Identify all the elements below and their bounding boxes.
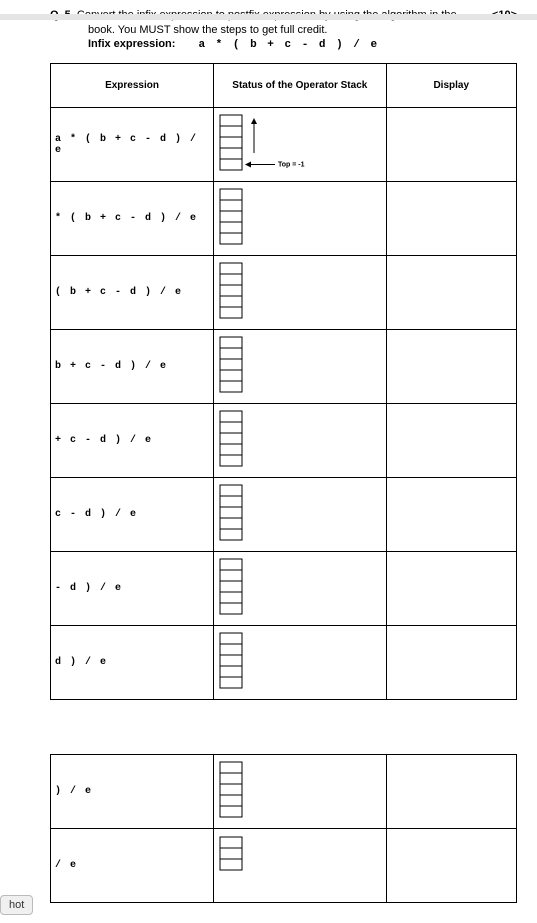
trace-table-top: Expression Status of the Operator Stack … xyxy=(50,63,517,700)
svg-text:Top = -1: Top = -1 xyxy=(278,162,305,169)
stack-cell xyxy=(214,404,386,478)
display-cell xyxy=(386,755,517,829)
expression-cell: * ( b + c - d ) / e xyxy=(51,182,214,256)
stack-diagram xyxy=(218,835,258,898)
table-row: - d ) / e xyxy=(51,552,517,626)
infix-line: Infix expression: a * ( b + c - d ) / e xyxy=(88,38,517,51)
stack-diagram: Top = -1 xyxy=(218,113,358,176)
table-row: ) / e xyxy=(51,755,517,829)
infix-label: Infix expression: xyxy=(88,38,175,50)
expression-cell: c - d ) / e xyxy=(51,478,214,552)
question-line2: book. You MUST show the steps to get ful… xyxy=(88,24,517,36)
display-cell xyxy=(386,330,517,404)
header-display: Display xyxy=(386,64,517,108)
table-row: d ) / e xyxy=(51,626,517,700)
stack-cell xyxy=(214,829,386,903)
expression-cell: / e xyxy=(51,829,214,903)
display-cell xyxy=(386,478,517,552)
stack-diagram xyxy=(218,557,258,620)
display-cell xyxy=(386,626,517,700)
stack-cell xyxy=(214,552,386,626)
display-cell xyxy=(386,108,517,182)
display-cell xyxy=(386,404,517,478)
expression-cell: + c - d ) / e xyxy=(51,404,214,478)
display-cell xyxy=(386,256,517,330)
stack-cell xyxy=(214,256,386,330)
stack-diagram xyxy=(218,335,258,398)
expression-cell: - d ) / e xyxy=(51,552,214,626)
table-row: / e xyxy=(51,829,517,903)
grey-bar xyxy=(0,14,537,20)
stack-diagram xyxy=(218,631,258,694)
trace-table-bottom: ) / e/ e xyxy=(50,754,517,903)
stack-cell: Top = -1 xyxy=(214,108,386,182)
header-expression: Expression xyxy=(51,64,214,108)
table-row: b + c - d ) / e xyxy=(51,330,517,404)
expression-cell: d ) / e xyxy=(51,626,214,700)
display-cell xyxy=(386,182,517,256)
stack-cell xyxy=(214,478,386,552)
stack-cell xyxy=(214,182,386,256)
table-row: ( b + c - d ) / e xyxy=(51,256,517,330)
stack-cell xyxy=(214,330,386,404)
stack-cell xyxy=(214,755,386,829)
stack-cell xyxy=(214,626,386,700)
table-row: * ( b + c - d ) / e xyxy=(51,182,517,256)
expression-cell: ) / e xyxy=(51,755,214,829)
stack-diagram xyxy=(218,409,258,472)
display-cell xyxy=(386,552,517,626)
stack-diagram xyxy=(218,760,258,823)
table-row: + c - d ) / e xyxy=(51,404,517,478)
infix-expr: a * ( b + c - d ) / e xyxy=(198,39,379,51)
expression-cell: a * ( b + c - d ) / e xyxy=(51,108,214,182)
expression-cell: ( b + c - d ) / e xyxy=(51,256,214,330)
header-stack: Status of the Operator Stack xyxy=(214,64,386,108)
hot-button[interactable]: hot xyxy=(0,895,33,915)
table-row: c - d ) / e xyxy=(51,478,517,552)
expression-cell: b + c - d ) / e xyxy=(51,330,214,404)
stack-diagram xyxy=(218,261,258,324)
table-row: a * ( b + c - d ) / e Top = -1 xyxy=(51,108,517,182)
page-gap xyxy=(0,720,537,754)
stack-diagram xyxy=(218,483,258,546)
display-cell xyxy=(386,829,517,903)
stack-diagram xyxy=(218,187,258,250)
